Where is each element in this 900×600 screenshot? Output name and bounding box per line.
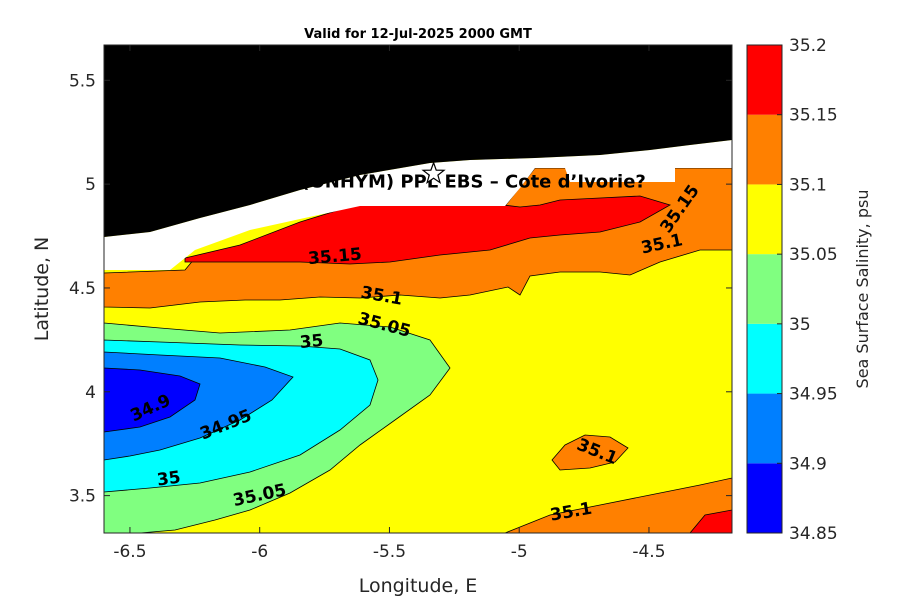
colorbar-tick-label: 35.2 [789,36,827,56]
no-data-strip [104,140,732,270]
contour-label: 35.15 [307,245,362,270]
colorbar-segment [747,254,782,324]
site-layer: CNPA (ONHYM) PPL EBS – Cote d’Ivorie? [241,160,646,193]
colorbar-tick-label: 35 [789,315,811,335]
colorbar-tick-label: 35.05 [789,245,838,265]
colorbar-segment [747,393,782,464]
colorbar-segment [747,323,782,394]
colorbar-tick-label: 35.1 [789,175,827,195]
land-mask [104,45,732,237]
band-35.1-35.15-blob [551,434,629,471]
colorbar-tick-label: 35.15 [789,106,838,126]
x-tick-label: -6.5 [113,542,146,562]
colorbar-segment [747,45,782,115]
colorbar-segment [747,114,782,185]
colorbar-tick-label: 34.95 [789,385,838,405]
band-35.1-35.15-southeast [504,477,732,533]
site-star-marker [421,160,446,185]
y-tick-label: 5 [85,175,96,195]
colorbar-label: Sea Surface Salinity, psu [853,190,872,389]
contour-label: 35 [156,467,182,490]
chart-title: Valid for 12-Jul-2025 2000 GMT [304,27,532,42]
band-34.85-34.9 [104,367,201,433]
y-tick-label: 5.5 [69,71,96,91]
contour-label: 35 [299,331,324,353]
colorbar-segment [747,463,782,533]
colorbar-segment [747,184,782,255]
y-tick-label: 4 [85,383,96,403]
colorbar-frame [746,44,783,534]
y-tick-label: 3.5 [69,487,96,507]
y-axis-label: Latitude, N [31,237,53,342]
x-tick-label: -4.5 [632,542,665,562]
y-tick-label: 4.5 [69,279,96,299]
site-label: CNPA (ONHYM) PPL EBS – Cote d’Ivorie? [241,172,646,193]
band-35.15-35.2-southeast [689,509,732,533]
x-axis-ticks: -6.5 -6 -5.5 -5 -4.5 [113,45,666,562]
plot-frame [103,44,733,534]
colorbar-tick-label: 34.85 [789,524,838,544]
x-tick-label: -6 [251,542,268,562]
plot-area: 34.9 34.95353535.0535.0535.135.1535.1535.… [104,45,732,533]
x-tick-label: -5.5 [373,542,406,562]
x-tick-label: -5 [511,542,528,562]
y-axis-ticks: 3.5 4 4.5 5 5.5 [69,71,732,507]
x-axis-label: Longitude, E [359,575,478,597]
colorbar-tick-label: 34.9 [789,454,827,474]
colorbar: 34.85 34.9 34.95 35 35.05 35.1 35.15 35.2 [746,36,838,544]
